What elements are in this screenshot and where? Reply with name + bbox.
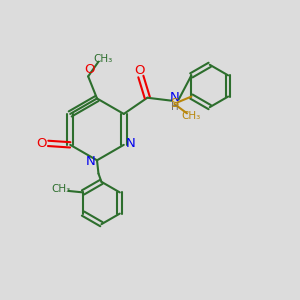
Text: N: N — [125, 137, 135, 150]
Text: N: N — [169, 91, 179, 103]
Text: S: S — [170, 98, 178, 110]
Text: O: O — [84, 63, 94, 76]
Text: CH₃: CH₃ — [182, 111, 201, 121]
Text: CH₃: CH₃ — [93, 54, 112, 64]
Text: O: O — [134, 64, 145, 76]
Text: H: H — [170, 102, 178, 112]
Text: CH₃: CH₃ — [51, 184, 70, 194]
Text: N: N — [85, 155, 95, 168]
Text: O: O — [36, 137, 47, 150]
